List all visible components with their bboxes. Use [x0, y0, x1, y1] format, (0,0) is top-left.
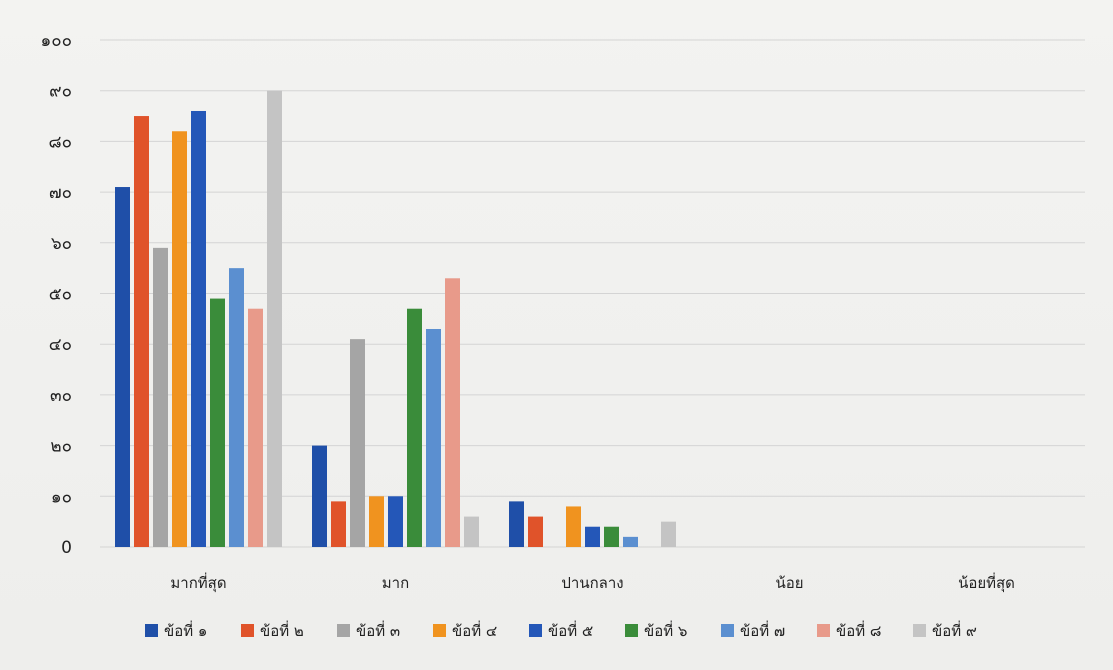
x-category-label: มาก — [382, 574, 409, 592]
legend-label: ข้อที่ ๕ — [548, 620, 593, 640]
y-tick-label: 0 — [61, 538, 72, 558]
bar-6-3 — [604, 526, 619, 547]
y-tick-label: ๘๐ — [49, 132, 73, 152]
bar-2-3 — [528, 516, 543, 547]
bar-3-2 — [350, 339, 365, 547]
bar-8-2 — [445, 278, 460, 547]
y-tick-label: ๑๐ — [51, 487, 72, 507]
legend-label: ข้อที่ ๙ — [932, 620, 977, 640]
y-tick-label: ๒๐ — [50, 437, 72, 457]
bar-7-3 — [623, 536, 638, 547]
bar-4-3 — [566, 506, 581, 547]
legend-swatch — [337, 624, 350, 637]
legend-swatch — [241, 624, 254, 637]
y-tick-label: ๑๐๐ — [40, 31, 72, 51]
bar-9-3 — [661, 521, 676, 547]
bar-6-1 — [210, 298, 225, 547]
legend-label: ข้อที่ ๔ — [452, 620, 497, 640]
x-category-label: น้อยที่สุด — [958, 572, 1015, 593]
bar-8-1 — [248, 308, 263, 547]
bar-2-1 — [134, 116, 149, 548]
y-tick-label: ๙๐ — [49, 82, 72, 102]
bar-3-1 — [153, 247, 168, 547]
x-category-label: ปานกลาง — [561, 574, 623, 592]
y-tick-label: ๓๐ — [50, 386, 72, 406]
y-tick-label: ๗๐ — [49, 183, 72, 203]
bar-9-2 — [464, 516, 479, 547]
bar-4-2 — [369, 496, 384, 547]
legend-swatch — [433, 624, 446, 637]
legend-swatch — [913, 624, 926, 637]
legend-label: ข้อที่ ๖ — [644, 620, 687, 640]
y-tick-label: ๕๐ — [49, 285, 72, 305]
bar-2-2 — [331, 501, 346, 547]
legend-swatch — [817, 624, 830, 637]
legend-label: ข้อที่ ๑ — [164, 620, 207, 640]
legend-label: ข้อที่ ๓ — [356, 620, 400, 640]
y-tick-label: ๖๐ — [51, 234, 72, 254]
bar-9-1 — [267, 90, 282, 547]
legend-swatch — [145, 624, 158, 637]
bar-7-1 — [229, 268, 244, 547]
bar-4-1 — [172, 131, 187, 547]
bar-7-2 — [426, 328, 441, 547]
legend-swatch — [529, 624, 542, 637]
x-category-label: มากที่สุด — [170, 572, 226, 593]
bar-6-2 — [407, 308, 422, 547]
legend-label: ข้อที่ ๘ — [836, 620, 882, 640]
legend-swatch — [721, 624, 734, 637]
bar-1-2 — [312, 445, 327, 547]
legend-label: ข้อที่ ๗ — [740, 620, 785, 640]
x-category-label: น้อย — [775, 574, 803, 592]
bar-5-3 — [585, 526, 600, 547]
bar-5-1 — [191, 110, 206, 547]
y-tick-label: ๔๐ — [49, 335, 72, 355]
bar-1-1 — [115, 187, 130, 547]
legend-label: ข้อที่ ๒ — [260, 620, 304, 640]
bar-1-3 — [509, 501, 524, 547]
legend-swatch — [625, 624, 638, 637]
bar-5-2 — [388, 496, 403, 547]
